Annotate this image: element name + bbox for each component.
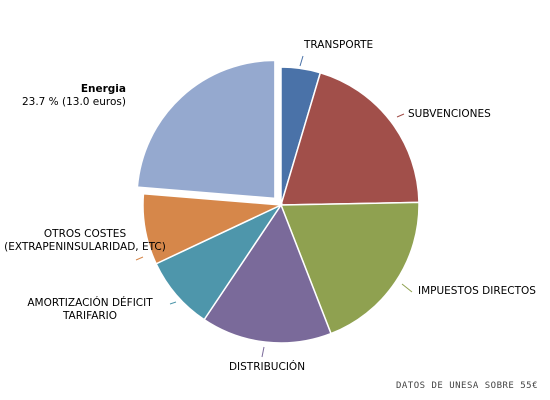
slice-label: TRANSPORTE (304, 39, 374, 51)
slice-label: Energia (80, 83, 126, 95)
leader-line (261, 346, 265, 358)
pie-slice (136, 59, 276, 200)
source-note: DATOS DE UNESA SOBRE 55€ (395, 381, 538, 391)
leader-line (396, 113, 405, 118)
leader-line (169, 301, 177, 305)
leader-line (135, 256, 144, 261)
pie-slice (279, 201, 420, 335)
slice-label: SUBVENCIONES (408, 108, 491, 120)
leader-line (401, 283, 413, 293)
pie-slice (279, 71, 420, 206)
leader-line (299, 55, 304, 67)
value-label: 23.7 % (13.0 euros) (21, 96, 126, 108)
slice-label: OTROS COSTES (EXTRAPENINSULARIDAD, ETC) (4, 228, 166, 253)
pie-slice (203, 203, 332, 344)
slice-label: IMPUESTOS DIRECTOS (418, 285, 536, 297)
slice-label: AMORTIZACIÓN DÉFICIT TARIFARIO (27, 297, 153, 322)
pie-slice (142, 192, 284, 265)
slice-label: DISTRIBUCIÓN (228, 361, 306, 373)
